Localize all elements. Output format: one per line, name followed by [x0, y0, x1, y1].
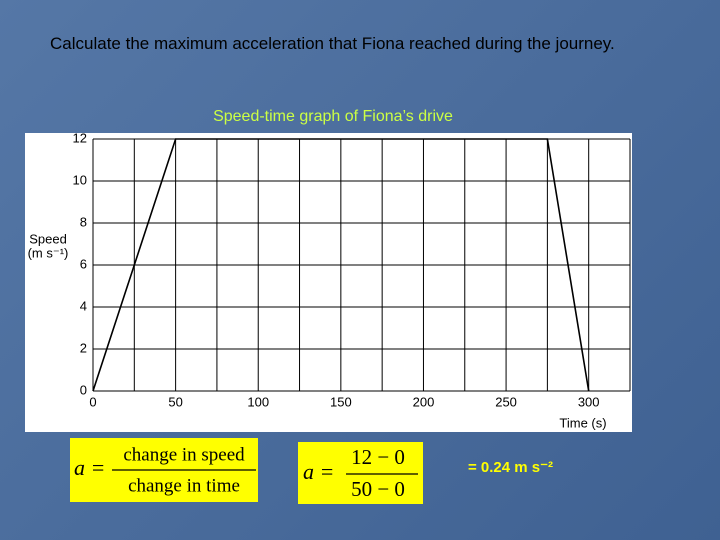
- y-tick-label: 12: [73, 130, 87, 145]
- data-line: [92, 138, 590, 392]
- x-tick-label: 50: [168, 394, 182, 409]
- formula-denominator: change in time: [128, 475, 240, 496]
- formula-numerator: 12 − 0: [351, 445, 405, 469]
- y-tick-label: 10: [73, 172, 87, 187]
- formula-numerator: change in speed: [123, 444, 245, 465]
- chart-panel: [25, 133, 632, 432]
- y-tick-label: 0: [80, 382, 87, 397]
- y-tick-label: 6: [80, 256, 87, 271]
- x-tick-label: 0: [89, 394, 96, 409]
- x-tick-label: 250: [495, 394, 517, 409]
- x-axis-label: Time (s): [559, 415, 606, 430]
- y-tick-label: 4: [80, 298, 87, 313]
- result: = 0.24 m s⁻²: [468, 459, 553, 476]
- x-tick-label: 150: [330, 394, 352, 409]
- chart-title: Speed-time graph of Fiona’s drive: [213, 108, 453, 125]
- y-axis-label: Speed: [29, 231, 67, 246]
- y-axis-label: (m s⁻¹): [28, 245, 69, 260]
- x-tick-label: 300: [578, 394, 600, 409]
- formula-box: [298, 442, 423, 504]
- formula-lhs: a =: [303, 459, 334, 484]
- x-tick-label: 200: [413, 394, 435, 409]
- formula-lhs: a =: [74, 455, 105, 480]
- x-tick-label: 100: [247, 394, 269, 409]
- formula-denominator: 50 − 0: [351, 477, 405, 501]
- y-tick-label: 2: [80, 340, 87, 355]
- y-tick-label: 8: [80, 214, 87, 229]
- question: Calculate the maximum acceleration that …: [50, 34, 615, 53]
